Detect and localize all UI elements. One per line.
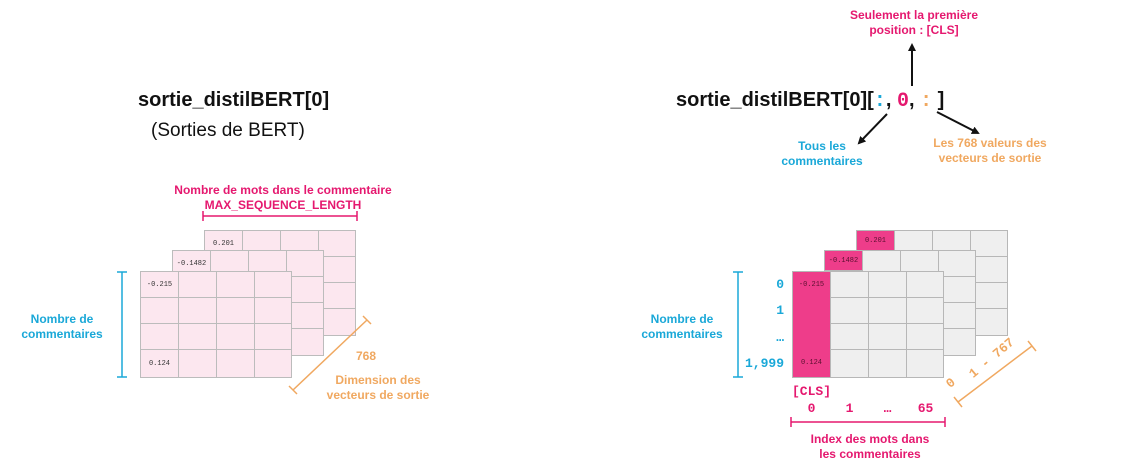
word-index-label-line2: les commentaires [819, 447, 921, 461]
grid-cell [286, 276, 324, 303]
right-side-label-line1: Nombre de [650, 312, 714, 326]
grid-cell [938, 302, 976, 329]
grid-cell [830, 271, 869, 298]
right-depth-bracket [953, 340, 1037, 408]
left-subtitle: (Sorties de BERT) [151, 120, 305, 141]
grid-cell [906, 349, 944, 378]
word-index-label-line1: Index des mots dans [810, 432, 930, 446]
right-side-label-line2: commentaires [641, 327, 723, 341]
right-side-bracket [733, 271, 743, 378]
left-side-label-line1: Nombre de [30, 312, 94, 326]
output-values-note-line2: vecteurs de sortie [938, 151, 1042, 165]
col-index: 1 [845, 401, 854, 416]
grid-cell [830, 349, 869, 378]
cls-label: [CLS] [792, 384, 832, 399]
grid-cell: -0.215 [140, 271, 179, 298]
grid-cell [254, 349, 292, 378]
col-index: … [883, 401, 892, 416]
row-index: 1 [776, 303, 784, 318]
word-index-label: Index des mots dans les commentaires [790, 432, 950, 462]
left-title: sortie_distilBERT[0] [138, 89, 330, 111]
cls-note-line2: position : [CLS] [869, 23, 959, 37]
grid-cell: 0.124 [140, 349, 179, 378]
row-index: 1,999 [744, 356, 784, 371]
right-title-prefix: sortie_distilBERT[0][ [676, 89, 874, 111]
title-comma: , [885, 89, 892, 111]
grid-cell [178, 271, 217, 298]
right-title: sortie_distilBERT[0][:, 0, : ] [676, 89, 944, 113]
right-middle-layer: -0.1482 [824, 250, 976, 356]
grid-cell [868, 349, 907, 378]
grid-cell [868, 297, 907, 324]
selector-first-position: 0 [896, 90, 909, 113]
selector-all-comments: : [873, 90, 886, 113]
col-index: 0 [807, 401, 816, 416]
grid-cell: -0.215 [792, 271, 831, 298]
grid-cell [906, 323, 944, 350]
left-depth-bracket [288, 315, 372, 395]
left-top-bracket [202, 211, 358, 221]
left-top-label-line1: Nombre de mots dans le commentaire [174, 183, 392, 197]
grid-cell [792, 297, 831, 324]
right-bottom-bracket [790, 417, 946, 427]
row-index: … [776, 330, 784, 345]
title-comma: , [908, 89, 915, 111]
right-side-label: Nombre de commentaires [636, 312, 728, 342]
right-title-suffix: ] [937, 89, 945, 111]
output-values-note-line1: Les 768 valeurs des [933, 136, 1047, 150]
grid-cell [318, 308, 356, 336]
grid-cell [286, 328, 324, 356]
all-comments-note: Tous les commentaires [766, 139, 878, 169]
arrows [857, 43, 980, 145]
left-top-label-line2: MAX_SEQUENCE_LENGTH [204, 198, 362, 212]
left-side-label: Nombre de commentaires [20, 312, 104, 342]
left-middle-layer: -0.1482 [172, 250, 324, 356]
left-top-label: Nombre de mots dans le commentaire MAX_S… [150, 183, 416, 213]
left-side-label-line2: commentaires [21, 327, 103, 341]
grid-cell [216, 349, 255, 378]
grid-cell [318, 230, 356, 257]
left-front-layer: -0.215 0.124 [140, 271, 292, 378]
right-back-layer: 0.201 [856, 230, 1008, 336]
left-depth-label-line2: vecteurs de sortie [326, 388, 430, 402]
left-depth-label: Dimension des vecteurs de sortie [318, 373, 438, 403]
left-depth-label-line1: Dimension des [335, 373, 421, 387]
left-side-bracket [117, 271, 127, 378]
row-index: 0 [776, 277, 784, 292]
output-values-note: Les 768 valeurs des vecteurs de sortie [916, 136, 1064, 166]
grid-cell [286, 250, 324, 277]
cls-note: Seulement la première position : [CLS] [826, 8, 1002, 38]
all-comments-note-line1: Tous les [798, 139, 846, 153]
grid-cell [868, 323, 907, 350]
cls-note-line1: Seulement la première [849, 8, 979, 22]
all-comments-note-line2: commentaires [781, 154, 863, 168]
grid-cell [906, 271, 944, 298]
right-front-layer: -0.215 0.124 [792, 271, 944, 378]
left-back-layer: 0.201 [204, 230, 356, 336]
selector-all-values: : [920, 90, 933, 113]
grid-cell [178, 349, 217, 378]
col-index: 65 [917, 401, 934, 416]
grid-cell [970, 308, 1008, 336]
left-depth-number: 768 [356, 349, 377, 363]
